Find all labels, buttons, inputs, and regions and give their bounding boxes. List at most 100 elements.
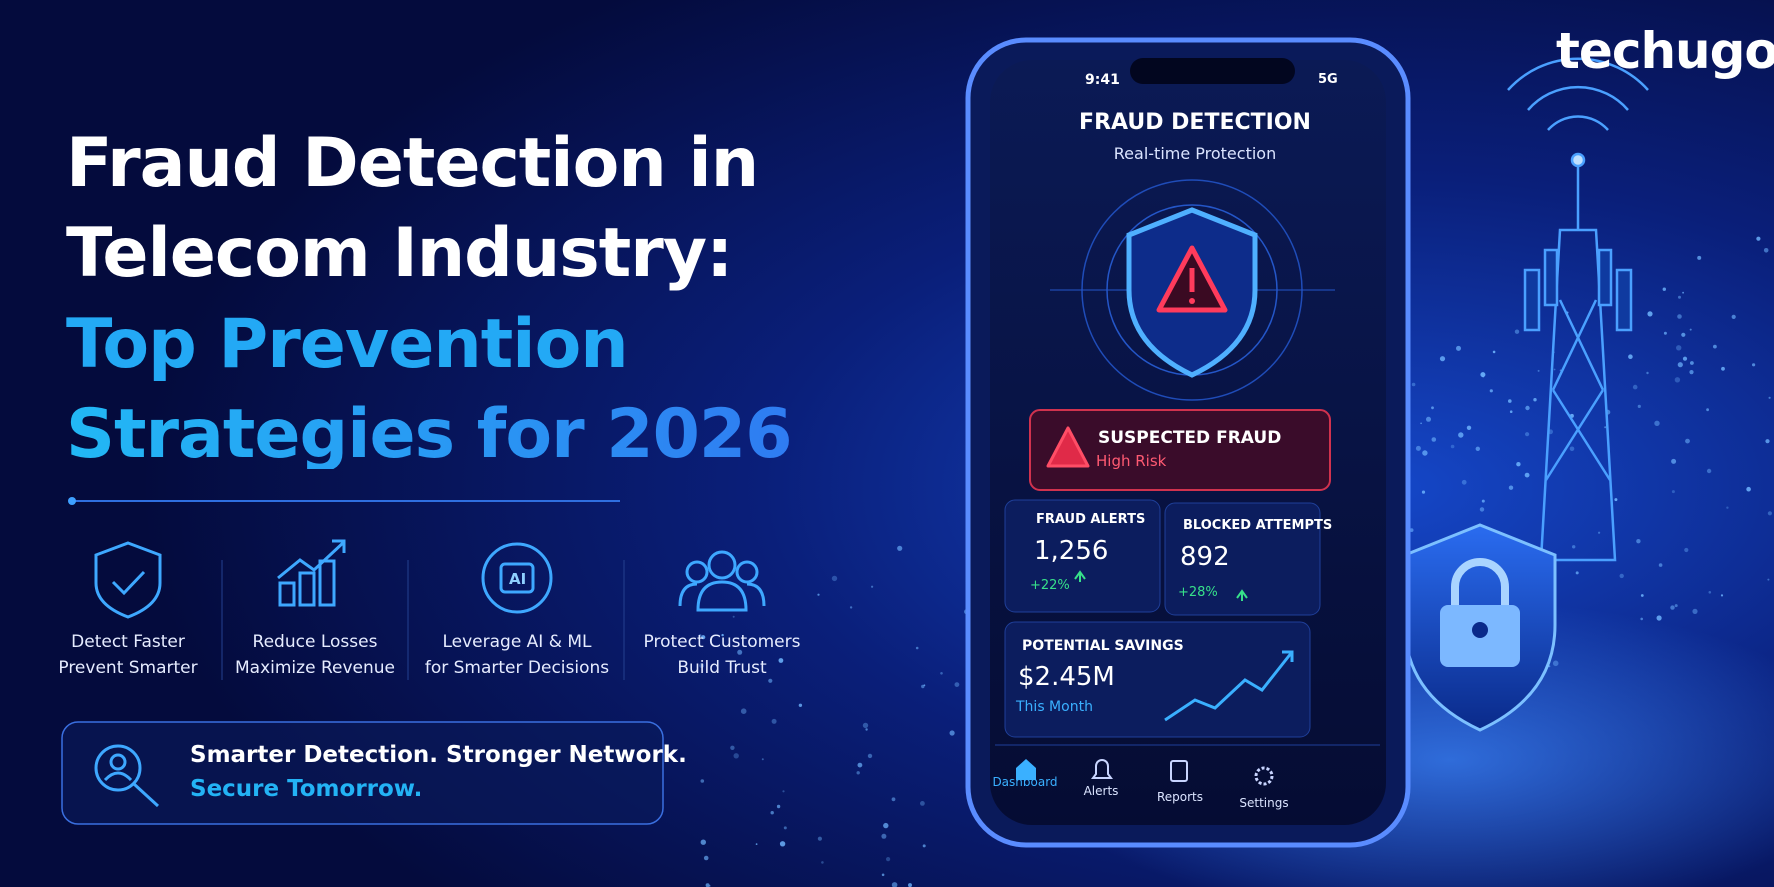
particle [1654,420,1660,426]
tagline-box [61,721,664,825]
notch [1130,58,1295,84]
check-icon [111,570,146,596]
particle [1525,432,1530,437]
lock-shackle [1451,558,1509,605]
particle [1689,370,1694,375]
antenna [1543,248,1559,307]
particle [1421,490,1426,494]
nav-item[interactable]: Alerts [1083,784,1119,798]
nav-item[interactable]: Reports [1156,790,1204,804]
particle [755,843,758,845]
savings-label: POTENTIAL SAVINGS [1022,638,1184,654]
particle [1676,345,1682,351]
particle [1533,398,1537,402]
particle [1480,372,1486,378]
logo: techugo [1556,22,1774,80]
particle [1575,571,1579,575]
antenna [1615,268,1633,332]
alert-card [1029,409,1331,491]
particle [856,771,860,775]
particle [849,606,853,609]
particle [1663,331,1667,335]
nav-icon-doc [1170,760,1188,782]
particle [1670,605,1675,610]
particle [737,649,743,655]
particle [1706,408,1709,412]
particle [778,658,784,663]
particle [1426,416,1431,422]
particle [721,633,724,637]
particle [1682,356,1688,361]
particle [1431,437,1437,442]
particle [1619,573,1624,579]
particle [1450,444,1455,449]
warning-dot [1189,298,1195,304]
particle [1514,329,1520,334]
particle [1690,361,1694,365]
particle [891,797,896,802]
particle [1726,506,1729,509]
particle [783,826,787,830]
particle [1706,468,1712,474]
particle [1508,485,1514,490]
stat-value: 1,256 [1034,536,1109,566]
particle [1628,354,1633,360]
particle [1656,615,1662,621]
particle [1731,314,1736,319]
particle [1475,446,1481,451]
particle [1682,291,1684,294]
particle [1658,563,1663,567]
particle [730,745,735,750]
up-arrow [1074,570,1086,582]
particle [881,873,885,877]
particle [1524,472,1530,478]
trend-arrow [1282,650,1294,662]
particle [740,708,747,714]
stat-label: FRAUD ALERTS [1036,512,1146,527]
particle [1614,498,1618,502]
particle [1516,462,1521,467]
particle [1678,295,1681,299]
particle [1415,445,1421,451]
stat-card [1164,502,1321,616]
particle [1508,399,1512,403]
particle [1713,344,1717,349]
feature-text: Build Trust [677,658,767,678]
particle [1439,356,1446,362]
tower [1507,57,1649,562]
particle [1646,371,1649,375]
nav-item[interactable]: Dashboard [992,775,1058,789]
stat-value: 892 [1180,542,1230,572]
particle [857,762,863,768]
particle [871,585,874,588]
tower-tip [1570,152,1586,168]
particle [1746,486,1751,492]
particle [770,811,774,815]
particle [1431,406,1434,410]
particle [1569,446,1575,452]
lens [94,744,142,792]
particle [1598,531,1601,534]
particle [1458,432,1464,438]
stat-label: BLOCKED ATTEMPTS [1183,518,1333,533]
headline-highlight: Strategies for 2026 [66,395,793,474]
savings-value: $2.45M [1018,662,1115,692]
particle [865,728,868,731]
particle [1677,362,1683,368]
particle [708,885,711,887]
feature-icons [94,539,766,619]
stat-change: +22% [1030,578,1070,593]
status-network: 5G [1318,72,1338,87]
keyhole [1472,622,1488,638]
nav-item[interactable]: Settings [1239,796,1289,810]
particle [700,779,705,783]
signal-waves [1507,57,1649,131]
particle [779,841,786,847]
particle [1572,545,1576,549]
headline-highlight: Top Prevention [66,305,629,384]
particle [699,663,705,668]
particle [705,883,710,887]
feature-text: Detect Faster [71,632,185,652]
antenna [1523,268,1541,332]
